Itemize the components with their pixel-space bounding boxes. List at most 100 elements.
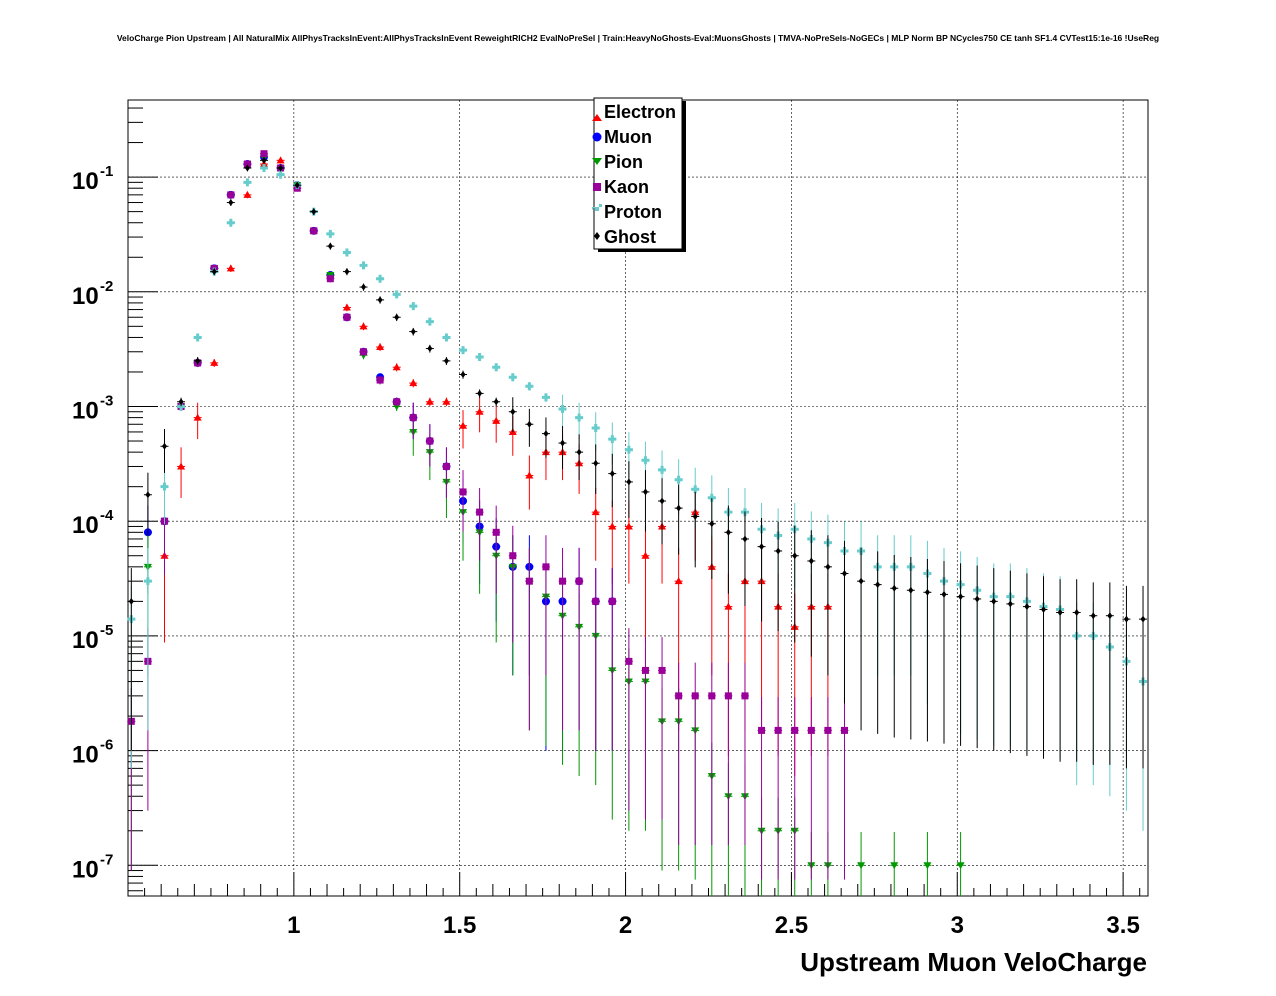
point-ghost: [1024, 603, 1030, 611]
point-kaon: [227, 191, 235, 199]
point-proton: [226, 218, 235, 227]
point-proton: [591, 423, 600, 432]
point-proton: [525, 382, 534, 391]
point-ghost: [576, 448, 582, 456]
legend-label-proton: Proton: [604, 202, 662, 222]
point-kaon: [559, 577, 567, 585]
point-kaon: [260, 150, 268, 158]
point-kaon: [658, 666, 666, 674]
point-proton: [160, 482, 169, 491]
point-proton: [193, 333, 202, 342]
point-kaon: [476, 508, 484, 516]
point-electron: [193, 413, 202, 421]
point-proton: [326, 229, 335, 238]
y-tick-label: 10: [72, 283, 99, 310]
point-ghost: [659, 497, 665, 505]
point-kaon: [343, 313, 351, 321]
point-kaon: [774, 726, 782, 734]
legend-label-ghost: Ghost: [604, 227, 656, 247]
point-electron: [724, 602, 733, 610]
y-tick-exponent: -7: [100, 851, 113, 868]
point-kaon: [525, 577, 533, 585]
point-ghost: [377, 296, 383, 304]
point-proton: [508, 373, 517, 382]
point-proton: [359, 261, 368, 270]
point-proton: [425, 317, 434, 326]
point-ghost: [725, 528, 731, 536]
point-electron: [525, 471, 534, 479]
point-electron: [210, 358, 219, 366]
point-proton: [276, 170, 285, 179]
point-proton: [674, 475, 683, 484]
axes: 1 1.5 2 2.5 3 3.510-710-610-510-410-310-210-1: [72, 107, 1141, 939]
point-ghost: [775, 547, 781, 555]
point-ghost: [709, 520, 715, 528]
point-ghost: [908, 586, 914, 594]
point-ghost: [742, 535, 748, 543]
point-ghost: [1123, 615, 1129, 623]
legend-entry-muon: Muon: [592, 127, 652, 147]
point-electron: [425, 397, 434, 405]
point-ghost: [560, 439, 566, 447]
point-kaon: [426, 437, 434, 445]
point-electron: [392, 363, 401, 371]
point-ghost: [924, 588, 930, 596]
legend-marker-muon: [592, 132, 602, 142]
point-kaon: [310, 227, 318, 235]
legend-marker-pion: [592, 158, 602, 165]
point-ghost: [676, 504, 682, 512]
point-electron: [226, 264, 235, 272]
point-kaon: [326, 275, 334, 283]
point-ghost: [642, 488, 648, 496]
point-electron: [674, 577, 683, 585]
grid-lines: [128, 100, 1148, 896]
y-tick-exponent: -6: [100, 737, 113, 754]
point-proton: [459, 346, 468, 355]
point-kaon: [708, 692, 716, 700]
point-ghost: [311, 208, 317, 216]
point-ghost: [1007, 600, 1013, 608]
point-kaon: [575, 577, 583, 585]
point-ghost: [759, 543, 765, 551]
point-proton: [143, 577, 152, 586]
point-proton: [575, 413, 584, 422]
point-kaon: [360, 348, 368, 356]
point-proton: [442, 333, 451, 342]
point-ghost: [161, 442, 167, 450]
point-ghost: [460, 371, 466, 379]
x-tick-label: 3: [951, 912, 964, 939]
point-kaon: [791, 726, 799, 734]
point-proton: [492, 363, 501, 372]
point-ghost: [244, 164, 250, 172]
point-ghost: [178, 398, 184, 406]
point-ghost: [361, 283, 367, 291]
point-electron: [475, 407, 484, 415]
x-tick-label: 2.5: [775, 912, 808, 939]
point-proton: [541, 393, 550, 402]
point-ghost: [841, 569, 847, 577]
point-ghost: [974, 595, 980, 603]
x-tick-label: 1: [287, 912, 300, 939]
legend-marker-ghost: [594, 232, 600, 240]
y-tick-label: 10: [72, 856, 99, 883]
legend-marker-proton: [592, 204, 602, 211]
point-ghost: [692, 512, 698, 520]
point-proton: [177, 402, 186, 411]
point-proton: [243, 178, 252, 187]
point-ghost: [825, 563, 831, 571]
y-tick-label: 10: [72, 742, 99, 769]
point-proton: [392, 290, 401, 299]
legend-label-muon: Muon: [604, 127, 652, 147]
point-electron: [641, 551, 650, 559]
point-kaon: [691, 692, 699, 700]
legend-entry-electron: Electron: [592, 102, 676, 122]
point-ghost: [145, 491, 151, 499]
point-proton: [641, 456, 650, 465]
point-electron: [624, 522, 633, 530]
y-tick-exponent: -5: [100, 622, 113, 639]
y-tick-exponent: -1: [100, 163, 113, 180]
point-kaon: [592, 597, 600, 605]
y-tick-exponent: -2: [100, 278, 113, 295]
y-tick-label: 10: [72, 397, 99, 424]
